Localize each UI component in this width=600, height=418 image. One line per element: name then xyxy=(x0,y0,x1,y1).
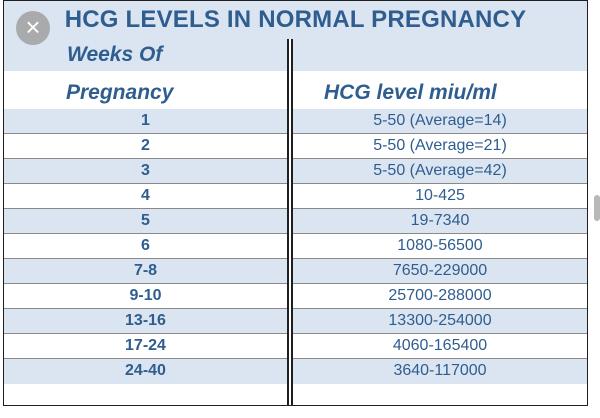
level-cell: 1080-56500 xyxy=(397,237,483,254)
week-cell: 7-8 xyxy=(133,262,158,279)
table-row: 3 5-50 (Average=42) xyxy=(4,159,587,184)
table-body: 1 5-50 (Average=14) 2 5-50 (Average=21) … xyxy=(4,109,587,384)
table-row: 2 5-50 (Average=21) xyxy=(4,134,587,159)
column-divider xyxy=(287,39,293,405)
header-band-bottom xyxy=(4,71,587,109)
level-cell: 7650-229000 xyxy=(392,262,488,279)
week-cell: 4 xyxy=(141,187,150,204)
table-row: 4 10-425 xyxy=(4,184,587,209)
week-cell: 17-24 xyxy=(125,337,166,354)
week-cell: 1 xyxy=(141,112,150,129)
table-row: 6 1080-56500 xyxy=(4,234,587,259)
table-row: 13-16 13300-254000 xyxy=(4,309,587,334)
week-cell: 2 xyxy=(141,137,150,154)
level-cell: 10-425 xyxy=(415,187,465,204)
weeks-header-line2: Pregnancy xyxy=(66,81,174,104)
week-cell: 3 xyxy=(141,162,150,179)
header-band-top xyxy=(4,39,587,71)
level-cell: 13300-254000 xyxy=(388,312,492,329)
week-cell: 13-16 xyxy=(125,312,166,329)
table-row: 9-10 25700-288000 xyxy=(4,284,587,309)
level-cell: 4060-165400 xyxy=(392,337,488,354)
hcg-table: HCG LEVELS IN NORMAL PREGNANCY Weeks Of … xyxy=(3,0,588,406)
week-cell: 5 xyxy=(141,212,150,229)
level-cell: 5-50 (Average=14) xyxy=(373,112,507,129)
table-row: 5 19-7340 xyxy=(4,209,587,234)
week-cell: 9-10 xyxy=(129,287,162,304)
weeks-header-line1: Weeks Of xyxy=(67,43,163,66)
level-cell: 25700-288000 xyxy=(388,287,492,304)
close-icon[interactable]: × xyxy=(16,11,50,45)
table-row: 1 5-50 (Average=14) xyxy=(4,109,587,134)
table-header: Weeks Of Pregnancy HCG level miu/ml xyxy=(4,39,587,110)
level-cell: 19-7340 xyxy=(410,212,470,229)
table-row: 24-40 3640-117000 xyxy=(4,359,587,384)
table-title: HCG LEVELS IN NORMAL PREGNANCY xyxy=(4,1,587,40)
table-row: 7-8 7650-229000 xyxy=(4,259,587,284)
week-cell: 24-40 xyxy=(125,362,166,379)
scrollbar-thumb[interactable] xyxy=(594,195,600,221)
week-cell: 6 xyxy=(141,237,150,254)
level-header: HCG level miu/ml xyxy=(324,81,497,104)
level-cell: 5-50 (Average=21) xyxy=(373,137,507,154)
level-cell: 3640-117000 xyxy=(393,362,487,379)
table-row: 17-24 4060-165400 xyxy=(4,334,587,359)
level-cell: 5-50 (Average=42) xyxy=(373,162,507,179)
